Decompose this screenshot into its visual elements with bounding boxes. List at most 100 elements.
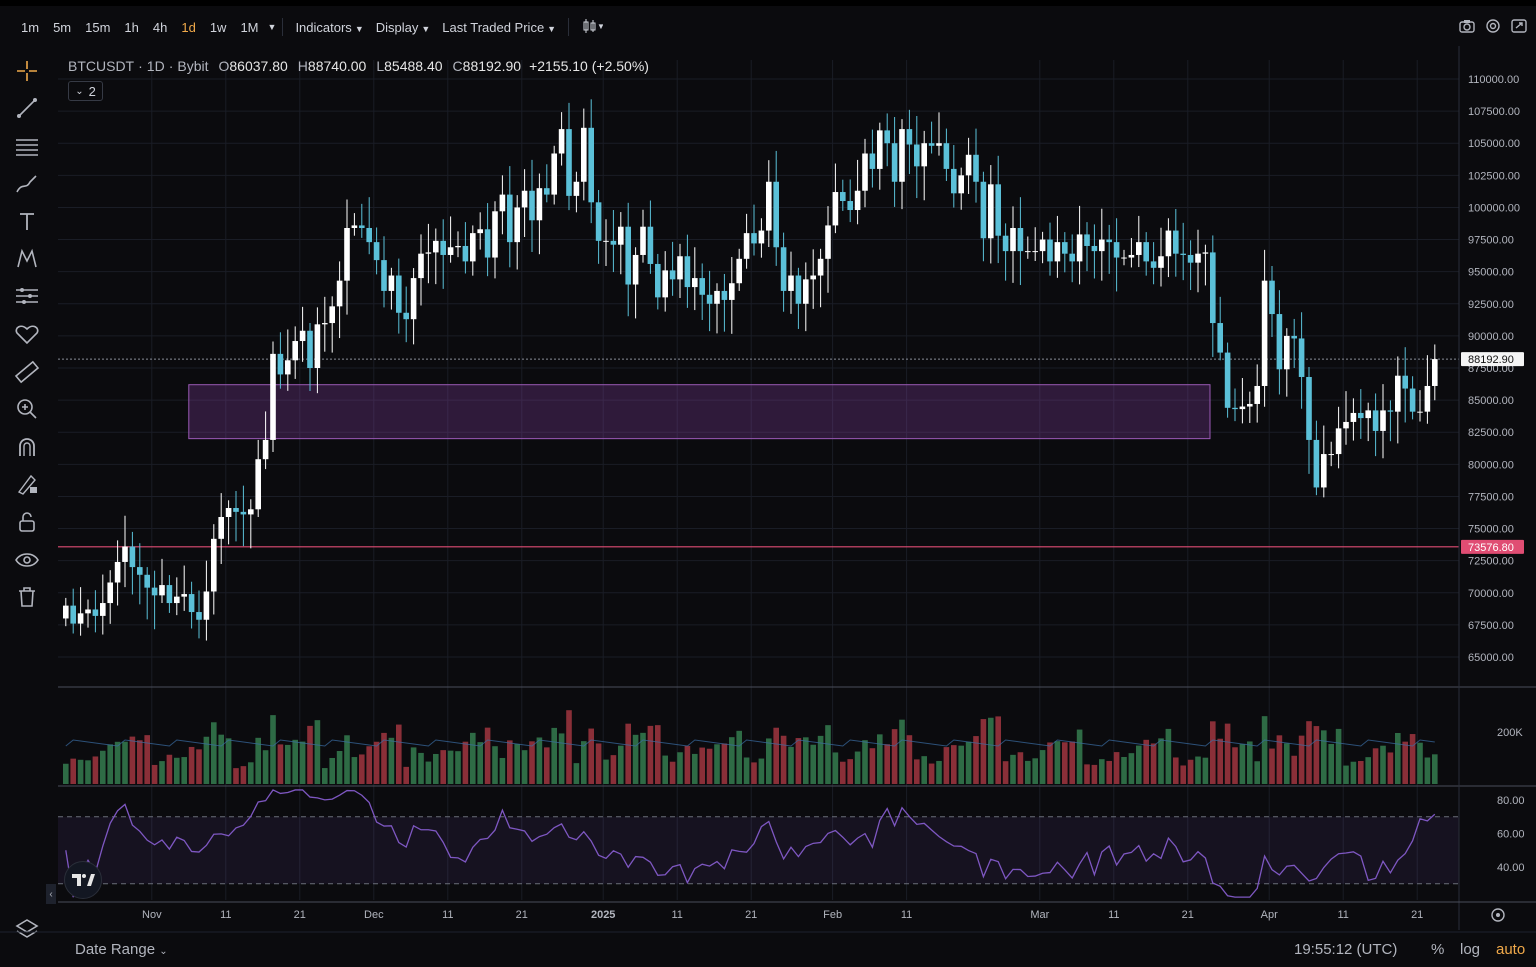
timeframe-4h[interactable]: 4h	[152, 19, 168, 35]
volume-bar	[573, 763, 580, 784]
top-right-icons	[1458, 18, 1528, 34]
measure-settings-tool[interactable]	[0, 278, 54, 316]
indicators-collapse-button[interactable]: ⌄ 2	[68, 81, 103, 101]
timeframe-1m[interactable]: 1m	[21, 19, 40, 35]
candle-body	[240, 511, 247, 515]
candle-body	[144, 574, 150, 588]
open-value: 86037.80	[229, 58, 288, 74]
volume-bar	[795, 738, 802, 784]
date-range-button[interactable]: Date Range ⌄	[75, 941, 168, 958]
volume-bar	[336, 751, 343, 784]
indicators-button[interactable]: Indicators ▼	[289, 20, 369, 35]
candle-body	[410, 278, 417, 320]
timeframe-dropdown-icon[interactable]: ▼	[267, 22, 277, 32]
volume-bar	[174, 757, 180, 784]
axis-settings-button[interactable]	[1489, 906, 1507, 929]
timeframe-1M[interactable]: 1M	[240, 19, 259, 35]
candle-body	[1358, 412, 1364, 419]
candle-body	[669, 270, 676, 280]
candle-body	[995, 184, 1001, 236]
candles-icon: ▼	[583, 18, 605, 33]
volume-bar	[758, 758, 765, 784]
dot-separator: ·	[168, 58, 174, 74]
candle-body	[388, 275, 395, 291]
candle-body	[322, 323, 328, 325]
camera-icon[interactable]	[1458, 18, 1476, 34]
magnet-tool[interactable]	[0, 428, 54, 466]
candle-body	[1054, 242, 1061, 262]
timeframe-15m[interactable]: 15m	[85, 19, 111, 35]
candle-body	[1269, 280, 1275, 315]
volume-bar	[218, 734, 224, 784]
lock-drawing-tool[interactable]	[0, 466, 54, 504]
brush-tool[interactable]	[0, 165, 54, 203]
volume-bar	[1321, 730, 1327, 784]
symbol-label[interactable]: BTCUSDT	[68, 58, 135, 74]
utc-clock[interactable]: 19:55:12 (UTC)	[1294, 941, 1398, 958]
chart-type-button[interactable]: ▼	[575, 18, 609, 37]
volume-bar	[1365, 757, 1371, 784]
favorite-tool[interactable]	[0, 315, 54, 353]
volume-bar	[1180, 765, 1186, 784]
volume-bar	[1232, 747, 1238, 784]
price-source-label: Last Traded Price	[442, 19, 545, 35]
timeframe-5m[interactable]: 5m	[53, 19, 72, 35]
candle-body	[492, 211, 498, 258]
volume-bar	[366, 746, 372, 784]
candle-body	[662, 270, 668, 298]
unlock-tool[interactable]	[0, 503, 54, 541]
timeframe-1h[interactable]: 1h	[124, 19, 139, 35]
volume-bar	[470, 732, 476, 784]
fullscreen-icon[interactable]	[1510, 18, 1528, 34]
volume-bar	[129, 736, 136, 784]
candle-body	[499, 194, 506, 212]
zoom-tool[interactable]	[0, 390, 54, 428]
pattern-tool[interactable]	[0, 240, 54, 278]
volume-bar	[588, 728, 594, 784]
delete-tool[interactable]	[0, 578, 54, 616]
volume-bar	[603, 759, 609, 784]
volume-bar	[951, 745, 957, 784]
horizontal-lines-tool[interactable]	[0, 127, 54, 165]
volume-bar	[899, 719, 905, 784]
auto-scale-toggle[interactable]: auto	[1496, 941, 1526, 958]
candle-body	[862, 153, 868, 191]
candle-body	[832, 192, 839, 226]
volume-bar	[1380, 745, 1386, 784]
text-tool[interactable]	[0, 202, 54, 240]
volume-bar	[692, 753, 698, 784]
volume-bar	[773, 727, 779, 784]
volume-bar	[507, 740, 513, 784]
tradingview-logo[interactable]	[64, 861, 102, 899]
volume-bar	[595, 743, 602, 784]
volume-bar	[1187, 759, 1194, 784]
volume-bar	[558, 733, 565, 784]
collapse-panel-icon[interactable]: ‹	[46, 884, 56, 904]
timeframe-1d[interactable]: 1d	[181, 19, 196, 35]
ruler-tool[interactable]	[0, 353, 54, 391]
volume-bar	[440, 750, 446, 784]
settings-icon[interactable]	[1484, 18, 1502, 34]
log-scale-toggle[interactable]: log	[1460, 941, 1481, 958]
volume-bar	[447, 750, 454, 784]
candle-body	[795, 275, 802, 304]
candle-body	[225, 508, 232, 517]
display-button[interactable]: Display ▼	[370, 20, 437, 35]
trendline-tool[interactable]	[0, 90, 54, 128]
candle-body	[684, 256, 691, 288]
volume-bar	[1047, 742, 1053, 784]
volume-bar	[655, 725, 661, 784]
candle-body	[1424, 385, 1431, 412]
timeframe-1w[interactable]: 1w	[209, 19, 227, 35]
candle-body	[692, 278, 698, 288]
candle-body	[470, 233, 476, 262]
crosshair-tool[interactable]	[0, 52, 54, 90]
price-tick-label: 80000.00	[1468, 459, 1514, 471]
volume-bar	[1054, 741, 1061, 784]
volume-bar	[529, 741, 535, 784]
price-source-button[interactable]: Last Traded Price ▼	[436, 20, 562, 35]
percent-scale-toggle[interactable]: %	[1431, 941, 1445, 958]
visibility-tool[interactable]	[0, 541, 54, 579]
volume-bar	[610, 755, 617, 784]
